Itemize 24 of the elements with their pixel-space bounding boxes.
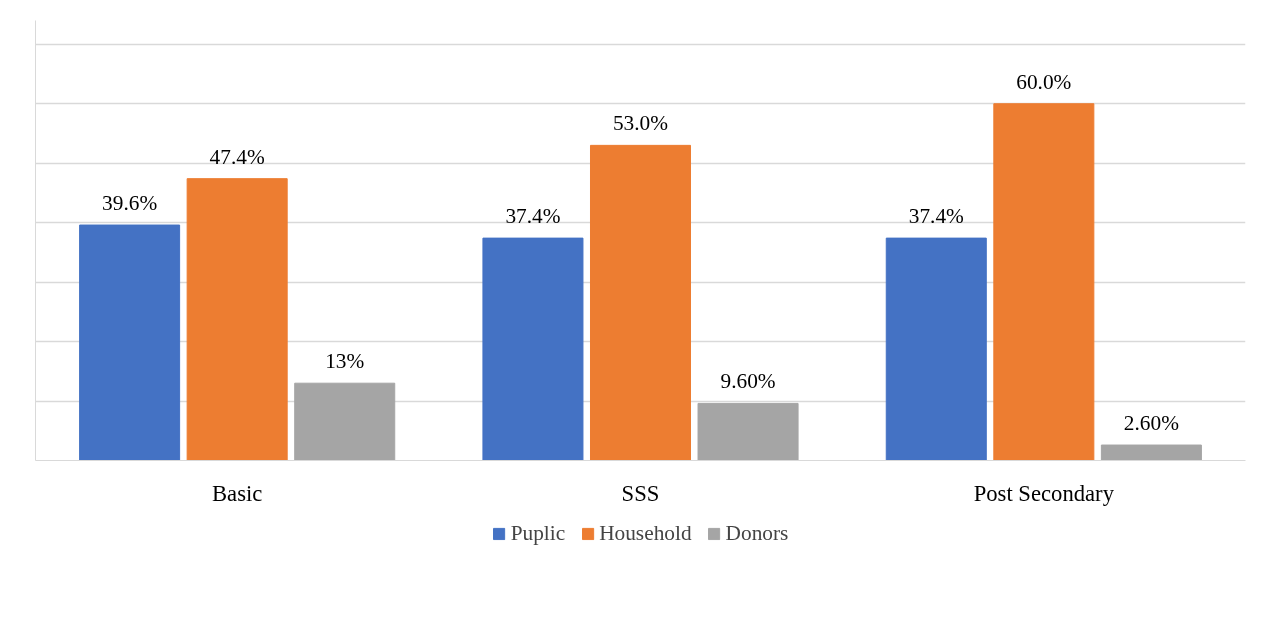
bar: [79, 224, 181, 461]
legend-label: Puplic: [510, 520, 566, 546]
x-tick-label: Basic: [212, 480, 263, 506]
bar: [482, 237, 584, 461]
legend-label: Household: [599, 520, 692, 546]
bar: [1100, 444, 1202, 461]
bar: [294, 382, 396, 461]
bar: [186, 178, 288, 461]
x-tick-label: Post Secondary: [973, 480, 1115, 506]
x-tick-label: SSS: [621, 480, 660, 506]
data-label: 2.60%: [1123, 411, 1180, 436]
legend-label: Donors: [725, 520, 789, 546]
data-label: 53.0%: [612, 111, 669, 136]
data-label: 37.4%: [908, 204, 965, 229]
bar: [993, 103, 1095, 461]
bar: [589, 144, 692, 461]
bar: [885, 237, 987, 461]
data-label: 37.4%: [505, 204, 561, 229]
data-label: 39.6%: [102, 191, 158, 216]
bar: [697, 402, 799, 461]
data-label: 60.0%: [1016, 69, 1072, 94]
data-label: 9.60%: [720, 369, 776, 394]
data-label: 47.4%: [209, 144, 265, 169]
data-label: 13%: [325, 349, 365, 374]
